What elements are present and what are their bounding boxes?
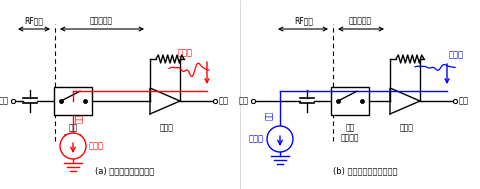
Circle shape — [60, 133, 86, 159]
Text: 出力: 出力 — [219, 97, 229, 105]
Polygon shape — [390, 88, 420, 114]
Text: 低周波領域: 低周波領域 — [348, 16, 372, 25]
Text: 入力: 入力 — [239, 97, 249, 105]
Text: (a) 従来の周波数変換器: (a) 従来の周波数変換器 — [96, 166, 155, 175]
Text: (b) 開発した周波数変換器: (b) 開発した周波数変換器 — [333, 166, 397, 175]
Text: 電流: 電流 — [75, 114, 84, 123]
Bar — [54, 87, 92, 115]
Text: 増幅器: 増幅器 — [400, 123, 414, 132]
Text: 電流源: 電流源 — [89, 142, 104, 150]
Text: 雑音小: 雑音小 — [449, 50, 464, 59]
Circle shape — [267, 126, 293, 152]
Bar — [331, 87, 369, 115]
Text: 変換
スイッチ: 変換 スイッチ — [341, 123, 359, 142]
Text: 低周波領域: 低周波領域 — [89, 16, 113, 25]
Text: 電流源: 電流源 — [249, 135, 264, 143]
Polygon shape — [150, 88, 180, 114]
Text: RF領域: RF領域 — [295, 16, 313, 25]
Text: 入力: 入力 — [0, 97, 9, 105]
Text: 変換
スイッチ: 変換 スイッチ — [64, 123, 82, 142]
Text: 増幅器: 増幅器 — [160, 123, 174, 132]
Text: RF領域: RF領域 — [24, 16, 44, 25]
Text: 電流: 電流 — [265, 110, 274, 120]
Text: 雑音大: 雑音大 — [178, 48, 192, 57]
Text: 出力: 出力 — [459, 97, 469, 105]
